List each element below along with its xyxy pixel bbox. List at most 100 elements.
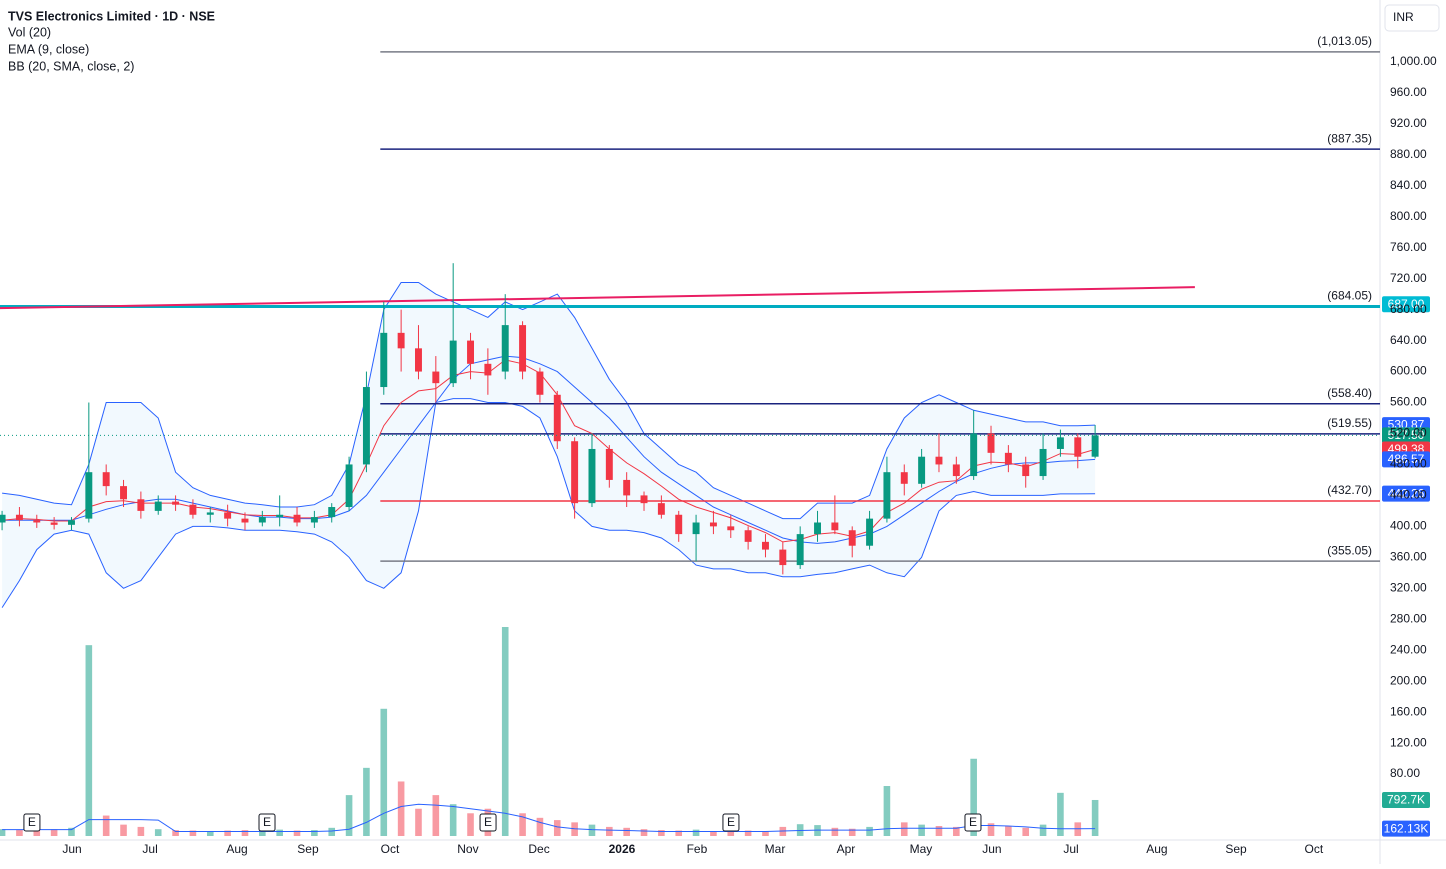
candle-body [1004, 452, 1012, 465]
y-tick-label: 480.00 [1390, 457, 1427, 471]
candle-body [0, 514, 6, 523]
y-tick-label: 360.00 [1390, 550, 1427, 564]
price-tag-label: 162.13K [1384, 821, 1429, 835]
price-tag [1382, 485, 1430, 502]
candle-body [623, 479, 631, 496]
level-label: (355.05) [1327, 543, 1372, 557]
candle-body [796, 534, 804, 566]
x-tick-label: May [910, 842, 933, 856]
event-marker [722, 813, 740, 832]
event-label: E [263, 815, 271, 829]
candle-body [900, 472, 908, 484]
volume-bar [189, 830, 197, 836]
candle-body [848, 530, 856, 546]
volume-bar [519, 813, 526, 836]
volume-bar [536, 817, 544, 836]
volume-bar [1091, 799, 1099, 836]
x-tick-label: Aug [226, 842, 247, 856]
y-tick-label: 160.00 [1390, 704, 1427, 718]
candle-body [345, 464, 353, 508]
candle-body [762, 541, 769, 550]
candle-body [588, 448, 596, 504]
volume-bar [501, 627, 509, 836]
volume-bar [831, 827, 839, 836]
candle-body [68, 520, 75, 525]
bollinger-basis [2, 355, 1096, 544]
x-tick-label: Sep [297, 842, 319, 856]
indicator-label: Vol (20) [8, 25, 51, 39]
y-tick-label: 680.00 [1390, 302, 1427, 316]
candle-body [536, 371, 544, 395]
volume-bar [259, 831, 266, 836]
volume-bar [363, 767, 370, 836]
candle-body [172, 501, 180, 505]
candle-body [1039, 448, 1047, 477]
x-tick-label: Apr [837, 842, 856, 856]
trendline [0, 286, 1195, 310]
candle-body [415, 348, 422, 372]
x-tick-label: Aug [1146, 842, 1167, 856]
volume-bar [1057, 792, 1064, 836]
event-marker [23, 813, 41, 832]
volume-bar [900, 822, 908, 836]
event-label: E [727, 815, 735, 829]
y-tick-label: 880.00 [1390, 147, 1427, 161]
level-label: (887.35) [1327, 131, 1372, 145]
y-tick-label: 1,000.00 [1390, 54, 1437, 68]
volume-bar [987, 823, 995, 836]
candle-body [692, 522, 700, 535]
event-marker [258, 813, 276, 832]
price-tag-label: 442.26 [1388, 486, 1425, 500]
volume-bar [0, 829, 6, 836]
volume-bar [397, 781, 405, 836]
candle-body [397, 332, 405, 349]
volume-bar [449, 804, 457, 836]
volume-bar [276, 829, 283, 836]
indicator-label: BB (20, SMA, close, 2) [8, 59, 134, 73]
x-tick-label: Oct [381, 842, 400, 856]
candle-body [102, 472, 110, 487]
x-tick-label: Jul [1063, 842, 1078, 856]
candle-body [1056, 437, 1064, 449]
candle-body [50, 522, 58, 525]
candle-body [206, 512, 214, 515]
chart-title: TVS Electronics Limited · 1D · NSE [8, 9, 215, 23]
y-tick-label: 80.00 [1390, 766, 1420, 780]
candle-body [640, 495, 648, 504]
currency-label: INR [1393, 10, 1414, 24]
volume-bar [33, 828, 41, 836]
candle-body [501, 325, 509, 372]
volume-bar [848, 828, 856, 836]
currency-button[interactable] [1384, 4, 1440, 32]
candle-body [189, 504, 197, 515]
price-tag-label: 486.57 [1388, 452, 1425, 466]
y-tick-label: 400.00 [1390, 519, 1427, 533]
candle-body [883, 472, 891, 519]
price-tag [1382, 427, 1430, 444]
price-tag [1382, 296, 1430, 313]
candle-body [866, 518, 874, 546]
volume-bar [206, 831, 214, 836]
candle-body [1091, 435, 1099, 457]
volume-bar [1005, 826, 1012, 836]
y-tick-label: 200.00 [1390, 673, 1427, 687]
y-tick-label: 440.00 [1390, 488, 1427, 502]
y-tick-label: 640.00 [1390, 333, 1427, 347]
x-tick-label: Jun [62, 842, 81, 856]
volume-bar [467, 813, 474, 836]
y-tick-label: 720.00 [1390, 271, 1427, 285]
volume-bar [692, 829, 700, 836]
event-label: E [28, 815, 36, 829]
volume-bar [380, 708, 388, 836]
plot-area [0, 51, 1380, 836]
volume-bar [970, 758, 977, 836]
volume-bar [866, 826, 873, 836]
event-label: E [969, 815, 977, 829]
event-marker [964, 813, 982, 832]
candle-body [120, 486, 128, 500]
x-tick-label: Nov [457, 842, 478, 856]
volume-bar [154, 829, 162, 836]
level-label: (519.55) [1327, 416, 1372, 430]
volume-ma [2, 803, 1096, 832]
